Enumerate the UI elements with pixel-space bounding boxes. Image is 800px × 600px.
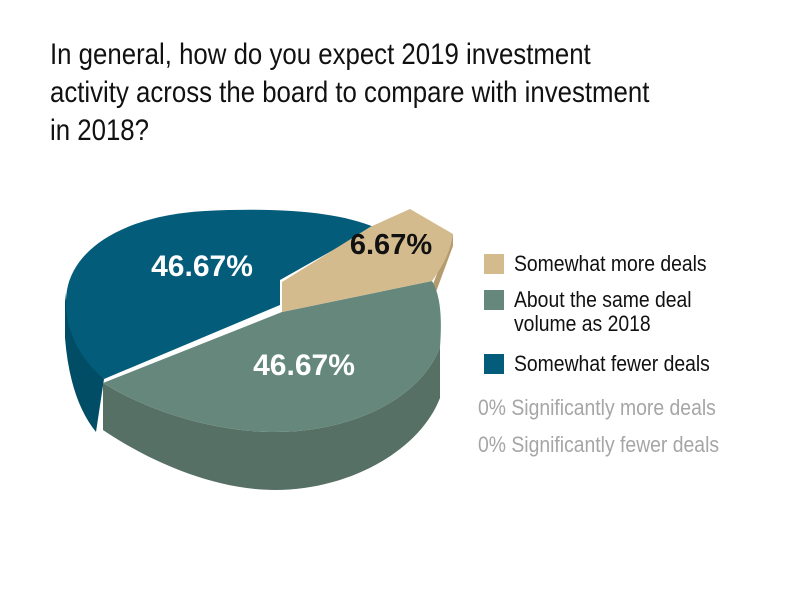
chart-title: In general, how do you expect 2019 inves… [50,38,650,147]
legend: Somewhat more deals About the same deal … [480,248,790,384]
zero-value-notes: 0% Significantly more deals 0% Significa… [478,396,788,470]
legend-item: About the same deal volume as 2018 [480,284,790,348]
legend-swatch [484,290,504,310]
data-label-somewhat-more-deals: 6.67% [350,229,432,261]
legend-label: Somewhat fewer deals [514,351,710,376]
legend-item: Somewhat more deals [480,248,790,284]
legend-label: Somewhat more deals [514,251,707,276]
legend-swatch [484,254,504,274]
zero-note-significantly-fewer: 0% Significantly fewer deals [478,432,720,457]
data-label-somewhat-fewer-deals: 46.67% [151,250,253,283]
zero-note-significantly-more: 0% Significantly more deals [478,395,716,420]
pie-side-about-the-same [103,347,440,490]
legend-item: Somewhat fewer deals [480,348,790,384]
legend-swatch [484,354,504,374]
pie-side-somewhat-fewer-deals [65,293,104,432]
data-label-about-the-same: 46.67% [253,349,355,382]
pie-slice-somewhat-more-deals [282,209,453,312]
legend-label: About the same deal volume as 2018 [514,287,692,336]
pie-slice-about-the-same [103,281,441,432]
pie-slice-somewhat-fewer-deals [65,209,374,379]
